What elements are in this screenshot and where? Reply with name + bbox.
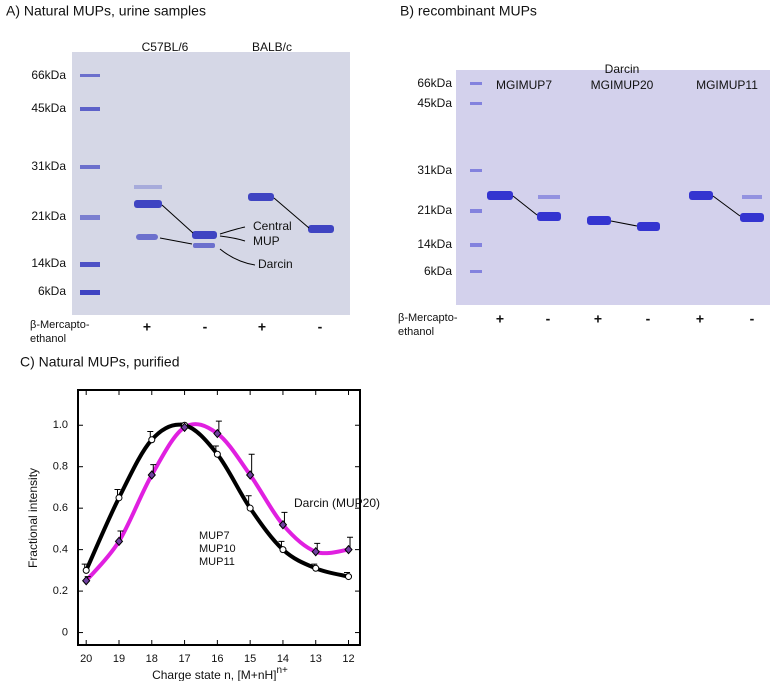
gel-bands — [470, 82, 764, 273]
data-point — [344, 544, 353, 555]
lane-sign: + — [496, 311, 504, 327]
marker-label: 14kDa — [31, 256, 66, 270]
x-axis-label: Charge state n, [M+nH]n+ — [152, 665, 288, 681]
lane-sign: + — [258, 319, 266, 335]
protein-label: MGIMUP7 — [496, 78, 552, 92]
data-point — [213, 428, 222, 439]
data-point — [82, 575, 91, 586]
marker-label: 45kDa — [31, 101, 66, 115]
lane-sign: - — [318, 319, 323, 335]
data-point — [82, 566, 90, 574]
data-point — [180, 422, 189, 433]
x-tick-label: 16 — [211, 653, 223, 665]
data-point — [279, 546, 287, 554]
series-label: MUP7 — [199, 530, 230, 542]
data-point — [312, 564, 320, 572]
x-tick-label: 15 — [244, 653, 256, 665]
series-label: Darcin (MUP20) — [294, 496, 380, 510]
annotation: MUP — [253, 234, 280, 248]
x-tick-label: 12 — [342, 653, 354, 665]
x-tick-label: 19 — [113, 653, 125, 665]
x-tick-label: 20 — [80, 653, 92, 665]
lane-sign: - — [546, 311, 551, 327]
data-point — [345, 573, 353, 581]
y-tick-label: 0.6 — [53, 502, 68, 514]
lane-sign: + — [143, 319, 151, 335]
data-point — [213, 450, 221, 458]
marker-label: 45kDa — [417, 96, 452, 110]
protein-alias: Darcin — [605, 62, 640, 76]
marker-label: 6kDa — [424, 264, 452, 278]
x-tick-label: 14 — [277, 653, 289, 665]
y-tick-label: 1.0 — [53, 419, 68, 431]
reagent-label: β-Mercapto- — [398, 312, 458, 324]
y-tick-label: 0.2 — [53, 585, 68, 597]
data-point — [311, 546, 320, 557]
lane-sign: - — [203, 319, 208, 335]
band-connectors — [512, 195, 741, 227]
data-point — [245, 470, 255, 480]
data-point — [246, 504, 254, 512]
x-axis-label-sup: n+ — [277, 665, 289, 676]
panel-title: A) Natural MUPs, urine samples — [6, 3, 206, 19]
reagent-label: β-Mercapto- — [30, 319, 90, 331]
gel — [456, 70, 770, 305]
data-point — [278, 519, 288, 530]
annotation: Central — [253, 219, 292, 233]
series-label: MUP11 — [199, 556, 235, 568]
lane-sign: + — [594, 311, 602, 327]
marker-label: 31kDa — [417, 163, 452, 177]
protein-label: MGIMUP20 — [591, 78, 654, 92]
data-point — [147, 470, 156, 480]
marker-label: 21kDa — [31, 209, 66, 223]
protein-label: MGIMUP11 — [696, 78, 758, 92]
strain-label: BALB/c — [252, 40, 292, 54]
marker-label: 6kDa — [38, 284, 66, 298]
gel — [72, 52, 350, 315]
annotation: Darcin — [258, 257, 293, 271]
x-axis-label-main: Charge state n, [M+nH] — [152, 668, 276, 681]
y-tick-label: 0 — [62, 626, 68, 638]
lane-sign: - — [646, 311, 651, 327]
data-point — [114, 536, 124, 547]
x-tick-label: 13 — [310, 653, 322, 665]
chart-title: C) Natural MUPs, purified — [20, 354, 180, 370]
reagent-label: ethanol — [398, 326, 434, 338]
lane-sign: - — [750, 311, 755, 327]
marker-label: 66kDa — [31, 68, 66, 82]
marker-label: 21kDa — [417, 203, 452, 217]
strain-label: C57BL/6 — [142, 40, 189, 54]
reagent-label: ethanol — [30, 333, 66, 345]
panel-title: B) recombinant MUPs — [400, 3, 537, 19]
y-tick-label: 0.8 — [53, 461, 68, 473]
data-point — [148, 436, 156, 444]
data-point — [115, 494, 123, 502]
marker-label: 66kDa — [417, 76, 452, 90]
y-axis-label: Fractional intensity — [26, 468, 40, 568]
error-bar — [248, 453, 255, 475]
y-tick-label: 0.4 — [53, 544, 68, 556]
series-label: MUP10 — [199, 543, 236, 555]
x-tick-label: 18 — [146, 653, 158, 665]
marker-label: 14kDa — [417, 237, 452, 251]
gel-bands — [80, 74, 334, 295]
plot-frame — [77, 389, 361, 646]
band-connectors — [159, 197, 310, 266]
marker-label: 31kDa — [31, 159, 66, 173]
x-tick-label: 17 — [178, 653, 190, 665]
lane-sign: + — [696, 311, 704, 327]
